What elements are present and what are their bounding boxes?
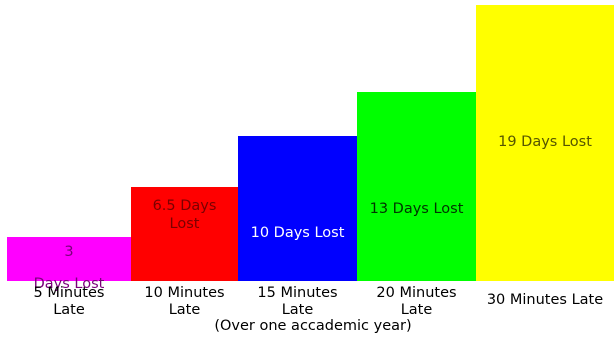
category-label-line: 10 Minutes <box>144 285 225 301</box>
bar-value-label: 6.5 Days <box>152 198 217 214</box>
category-label-line: Late <box>400 302 433 318</box>
bar-5: 19 Days Lost <box>476 5 614 281</box>
chart-note: (Over one accademic year) <box>214 318 412 334</box>
bar-3: 10 Days Lost <box>238 136 357 281</box>
bar-4: 13 Days Lost <box>357 92 476 281</box>
category-label-line: Late <box>168 302 201 318</box>
category-label: 10 Minutes Late <box>131 285 238 319</box>
category-label-line: 20 Minutes <box>376 285 457 301</box>
category-label: 20 Minutes Late <box>357 285 476 319</box>
category-label-line: Late <box>281 302 314 318</box>
category-label-line: 5 Minutes <box>33 285 105 301</box>
bar-1: 3 Days Lost <box>7 237 131 292</box>
bar-2: 6.5 Days Lost <box>131 187 238 281</box>
category-label: 5 Minutes Late <box>7 285 131 319</box>
bar-value-label: 3 <box>64 244 74 260</box>
bar-value-label: 13 Days Lost <box>369 201 464 217</box>
bar-value-label: 10 Days Lost <box>250 225 345 241</box>
bar-value-label: 19 Days Lost <box>498 134 592 150</box>
category-label-line: 30 Minutes Late <box>486 292 604 308</box>
category-label: 15 Minutes Late <box>238 285 357 319</box>
category-label: 30 Minutes Late <box>476 292 614 309</box>
bar-value-label: Days Lost <box>33 276 105 292</box>
category-label-line: 15 Minutes <box>257 285 338 301</box>
bar-value-label: Lost <box>169 216 200 232</box>
category-label-line: Late <box>53 302 85 318</box>
